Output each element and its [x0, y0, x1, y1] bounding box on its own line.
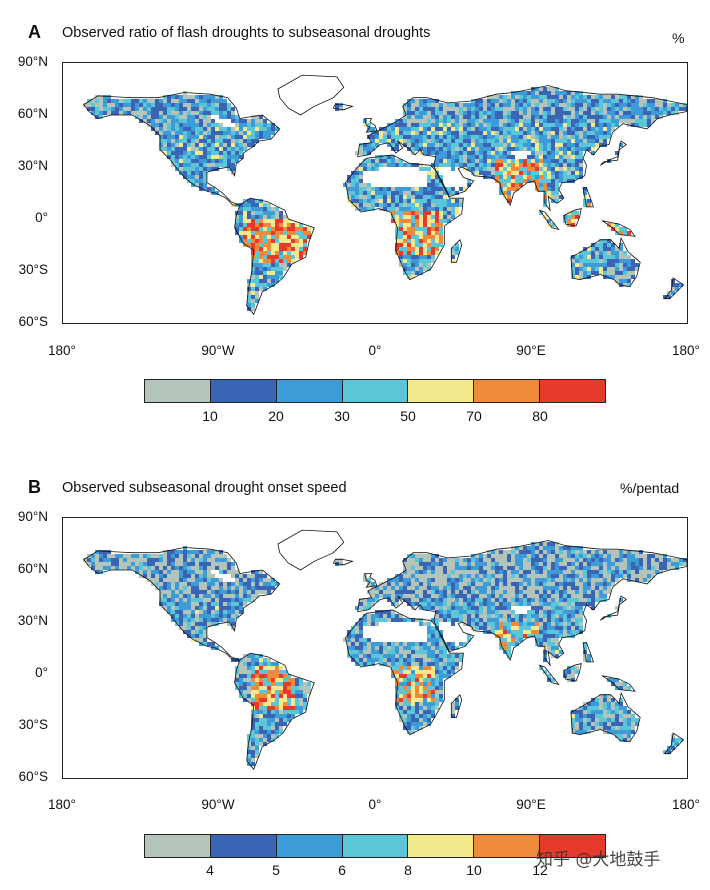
- colorbar-tick-label: 30: [334, 408, 350, 424]
- lon-label: 180°: [48, 343, 76, 358]
- world-map: [62, 517, 688, 779]
- colorbar-tick-label: 10: [466, 862, 482, 878]
- lon-label: 180°: [672, 797, 700, 812]
- lon-label: 180°: [48, 797, 76, 812]
- panel-unit: %: [672, 30, 685, 46]
- lon-label: 90°E: [516, 343, 546, 358]
- lat-label: 60°N: [17, 561, 48, 576]
- lat-label: 30°N: [17, 613, 48, 628]
- world-map: [62, 62, 688, 324]
- lat-label: 30°N: [17, 158, 48, 173]
- lat-label: 0°: [35, 210, 48, 225]
- panel-title: Observed ratio of flash droughts to subs…: [62, 25, 431, 41]
- lon-label: 0°: [368, 343, 382, 358]
- panel-a: A Observed ratio of flash droughts to su…: [17, 22, 700, 424]
- panel-letter: A: [28, 22, 41, 42]
- colorbar-tick-label: 20: [268, 408, 284, 424]
- lat-label: 60°S: [18, 769, 48, 784]
- colorbar: [144, 379, 606, 403]
- colorbar-segment: [342, 835, 409, 857]
- colorbar-segment: [540, 835, 606, 857]
- panel-title: Observed subseasonal drought onset speed: [62, 480, 347, 496]
- colorbar-segment: [276, 380, 343, 402]
- colorbar-tick-label: 10: [202, 408, 218, 424]
- colorbar-segment: [145, 835, 211, 857]
- lat-label: 90°N: [17, 509, 48, 524]
- colorbar-segment: [210, 835, 277, 857]
- colorbar-segment: [540, 380, 606, 402]
- lat-label: 0°: [35, 665, 48, 680]
- lat-label: 90°N: [17, 54, 48, 69]
- lat-label: 60°S: [18, 314, 48, 329]
- lon-label: 0°: [368, 797, 382, 812]
- colorbar-segment: [342, 380, 409, 402]
- colorbar-tick-label: 12: [532, 862, 548, 878]
- lon-label: 180°: [672, 343, 700, 358]
- panel-b: B Observed subseasonal drought onset spe…: [0, 455, 710, 890]
- lon-label: 90°W: [201, 343, 235, 358]
- colorbar-tick-label: 4: [206, 862, 214, 878]
- colorbar-segment: [474, 380, 541, 402]
- colorbar: [144, 834, 606, 858]
- colorbar-segment: [210, 380, 277, 402]
- watermark: 知乎 @大地鼓手: [536, 850, 661, 870]
- lon-label: 90°E: [516, 797, 546, 812]
- colorbar-segment: [408, 380, 475, 402]
- colorbar-tick-label: 50: [400, 408, 416, 424]
- lat-label: 30°S: [18, 262, 48, 277]
- colorbar-tick-label: 70: [466, 408, 482, 424]
- colorbar-tick-label: 80: [532, 408, 548, 424]
- lat-label: 60°N: [17, 106, 48, 121]
- colorbar-segment: [276, 835, 343, 857]
- panel-letter: B: [28, 477, 41, 497]
- colorbar-tick-label: 5: [272, 862, 280, 878]
- lat-label: 30°S: [18, 717, 48, 732]
- colorbar-segment: [474, 835, 541, 857]
- panel-unit: %/pentad: [620, 480, 680, 496]
- colorbar-segment: [145, 380, 211, 402]
- colorbar-segment: [408, 835, 475, 857]
- colorbar-tick-label: 6: [338, 862, 346, 878]
- lon-label: 90°W: [201, 797, 235, 812]
- colorbar-tick-label: 8: [404, 862, 412, 878]
